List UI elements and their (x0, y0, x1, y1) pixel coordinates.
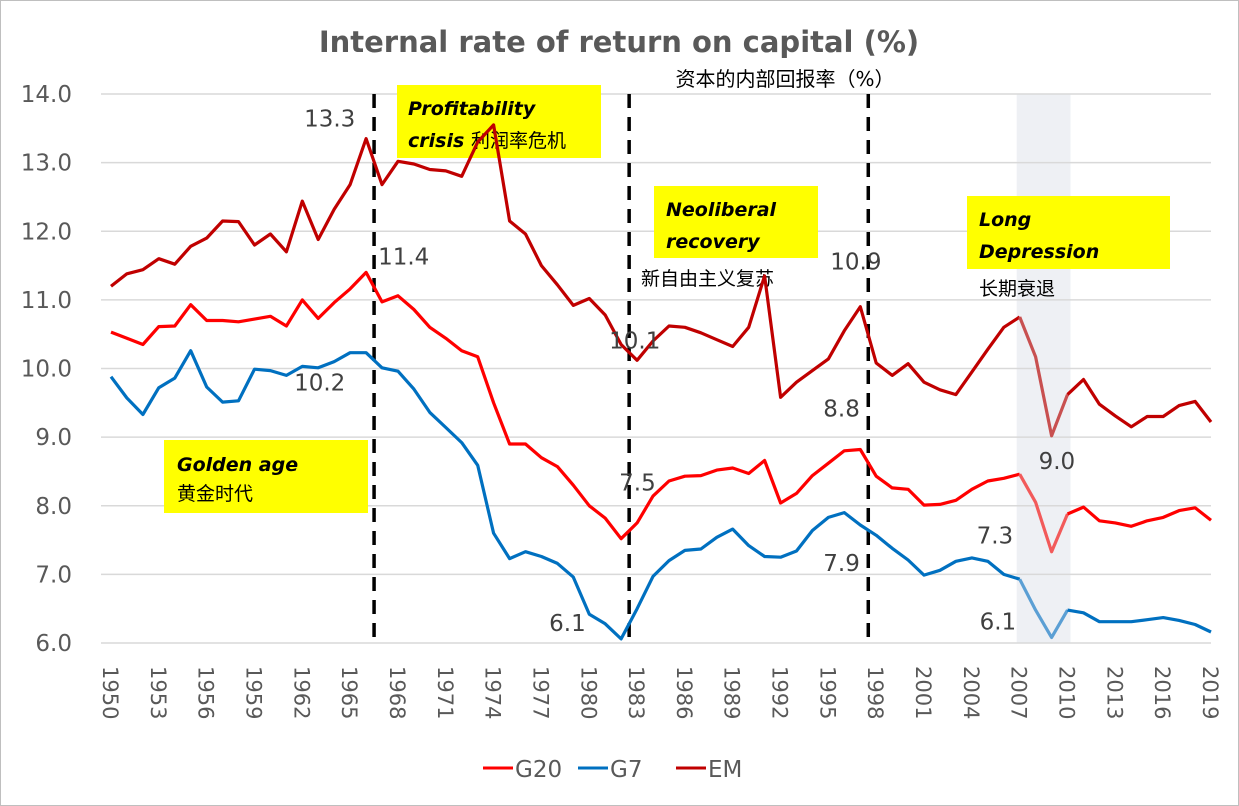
x-axis-ticks: 1950 1953 1956 1959 1962 1965 1968 1971 1974 1977… (98, 666, 1222, 719)
x-tick-label: 1956 (194, 666, 218, 719)
x-tick-label: 1995 (815, 666, 839, 719)
series-line-g20-post (1066, 505, 1212, 528)
annotation-long-depression: Long Depression 长期衰退 (967, 196, 1170, 300)
series-line-g7-recession (1018, 578, 1069, 640)
data-label-em-1997: 10.9 (830, 250, 881, 276)
series-lines (109, 123, 1213, 641)
y-axis-ticks: 6.0 7.0 8.0 9.0 10.0 11.0 12.0 13.0 14.0 (21, 82, 72, 657)
annotation-golden-age-en: Golden age (177, 454, 298, 476)
x-tick-label: 1977 (528, 666, 552, 719)
series-line-g20 (110, 270, 1021, 541)
legend: G20 G7 EM (483, 757, 742, 783)
annotation-profitability-crisis-en2: crisis (408, 130, 464, 152)
annotation-long-depression-box (967, 196, 1170, 269)
x-tick-label: 2016 (1150, 666, 1174, 719)
data-label-g20-1966: 11.4 (378, 244, 429, 270)
x-tick-label: 1980 (576, 666, 600, 719)
y-tick-label: 14.0 (21, 82, 72, 108)
y-tick-label: 13.0 (21, 151, 72, 177)
annotation-neoliberal-recovery-en1: Neoliberal (666, 199, 777, 221)
x-tick-label: 1983 (624, 666, 648, 719)
data-label-em-2009: 9.0 (1039, 449, 1076, 475)
annotation-long-depression-en2: Depression (979, 241, 1099, 263)
y-tick-label: 8.0 (35, 494, 72, 520)
annotation-neoliberal-recovery-zh: 新自由主义复苏 (641, 268, 774, 290)
data-label-g7-2009: 6.1 (980, 610, 1017, 636)
annotation-golden-age-box (164, 440, 368, 513)
x-tick-label: 1989 (720, 666, 744, 719)
chart-subtitle: 资本的内部回报率（%） (675, 67, 894, 91)
x-tick-label: 2013 (1102, 666, 1126, 719)
x-tick-label: 2007 (1007, 666, 1031, 719)
data-label-g7-1997: 7.9 (823, 551, 860, 577)
x-tick-label: 1992 (768, 666, 792, 719)
x-tick-label: 1962 (289, 666, 313, 719)
x-tick-label: 1974 (481, 666, 505, 719)
chart-title: Internal rate of return on capital (%) (319, 25, 919, 59)
series-line-em-post (1066, 377, 1213, 429)
series-line-g20-recession (1018, 473, 1069, 554)
series-line-em-recession (1018, 316, 1069, 438)
x-tick-label: 1971 (433, 666, 457, 719)
y-tick-label: 9.0 (35, 425, 72, 451)
y-tick-label: 7.0 (35, 562, 72, 588)
y-tick-label: 6.0 (35, 631, 72, 657)
y-tick-label: 10.0 (21, 357, 72, 383)
annotation-golden-age: Golden age 黄金时代 (164, 440, 368, 513)
annotation-golden-age-zh: 黄金时代 (177, 483, 253, 505)
y-tick-label: 12.0 (21, 219, 72, 245)
x-tick-label: 1953 (146, 666, 170, 719)
x-tick-label: 2010 (1055, 666, 1079, 719)
data-label-g20-2009: 7.3 (977, 524, 1014, 550)
annotation-profitability-crisis-box (397, 85, 601, 158)
annotation-neoliberal-recovery-en2: recovery (666, 231, 761, 253)
legend-label-em: EM (708, 757, 742, 783)
x-tick-label: 2001 (911, 666, 935, 719)
data-label-g20-1997: 8.8 (823, 396, 860, 422)
x-tick-label: 2019 (1198, 666, 1222, 719)
data-label-em-1982: 10.1 (609, 328, 660, 354)
x-tick-label: 1965 (337, 666, 361, 719)
x-tick-label: 1950 (98, 666, 122, 719)
data-labels: 13.3 11.4 10.2 10.1 7.5 6.1 10.9 8.8 7.9 9.0 7.3 6.… (294, 107, 1075, 637)
annotation-long-depression-en1: Long (979, 209, 1031, 231)
data-label-g20-1982: 7.5 (619, 471, 656, 497)
x-tick-label: 1968 (385, 666, 409, 719)
series-line-em (110, 123, 1021, 399)
x-tick-label: 2004 (959, 666, 983, 719)
annotation-neoliberal-recovery: Neoliberal recovery 新自由主义复苏 (641, 186, 818, 290)
series-line-g7-post (1067, 608, 1212, 634)
x-tick-label: 1959 (241, 666, 265, 719)
series-line-g7 (109, 349, 1021, 641)
legend-label-g20: G20 (515, 757, 562, 783)
annotation-profitability-crisis: Profitability crisis 利润率危机 (397, 85, 601, 158)
x-tick-label: 1986 (672, 666, 696, 719)
y-tick-label: 11.0 (21, 288, 72, 314)
data-label-g7-1982: 6.1 (549, 611, 586, 637)
annotation-long-depression-zh: 长期衰退 (979, 278, 1055, 300)
data-label-em-1966: 13.3 (304, 107, 355, 133)
annotation-neoliberal-recovery-box (654, 186, 818, 258)
data-label-g7-1966: 10.2 (294, 371, 345, 397)
legend-label-g7: G7 (610, 757, 642, 783)
x-tick-label: 1998 (863, 666, 887, 719)
annotation-profitability-crisis-en1: Profitability (408, 98, 537, 120)
